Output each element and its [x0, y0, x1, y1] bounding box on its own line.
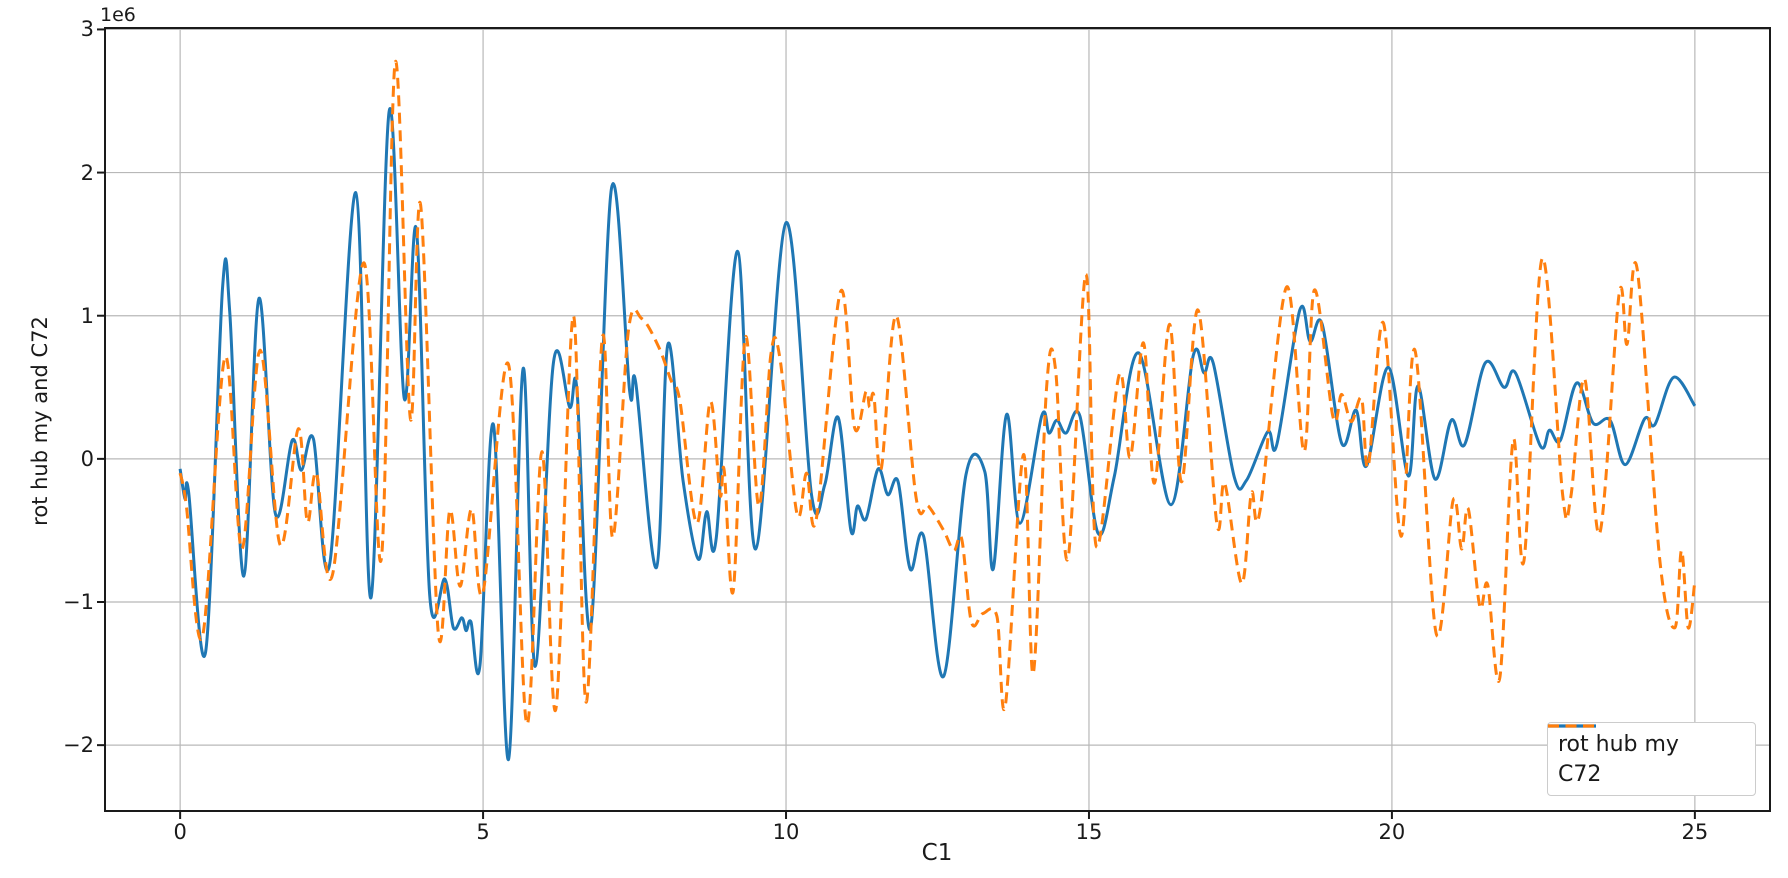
x-tick-label: 0	[173, 820, 187, 844]
x-tick-label: 10	[772, 820, 800, 844]
y-tick-label: −2	[63, 733, 94, 758]
y-tick-label: −1	[63, 590, 94, 614]
x-axis-label: C1	[921, 840, 953, 866]
series-line-rot-hub-my	[178, 106, 1697, 762]
x-tick-label: 15	[1075, 820, 1103, 844]
legend-line-sample-dashed	[1548, 724, 1596, 728]
axes-spines	[104, 27, 1771, 812]
y-tick-label: 3	[80, 17, 94, 42]
y-tick-label: 2	[80, 160, 94, 185]
y-axis-label: rot hub my and C72	[28, 316, 52, 526]
legend-label: rot hub my	[1558, 731, 1679, 757]
series-line-c72	[178, 60, 1697, 726]
x-tick-label: 20	[1378, 820, 1406, 844]
legend-entry-c72: C72	[1548, 724, 1745, 787]
legend-label: C72	[1558, 761, 1602, 787]
x-tick-label: 25	[1681, 820, 1709, 844]
y-axis-offset-text: 1e6	[100, 4, 136, 26]
legend-entry-rot-hub-my: rot hub my	[1548, 724, 1745, 757]
x-tick-label: 5	[476, 820, 490, 844]
y-tick-label: 0	[80, 446, 94, 471]
y-tick-label: 1	[80, 303, 94, 328]
legend: rot hub my C72	[1547, 722, 1756, 796]
